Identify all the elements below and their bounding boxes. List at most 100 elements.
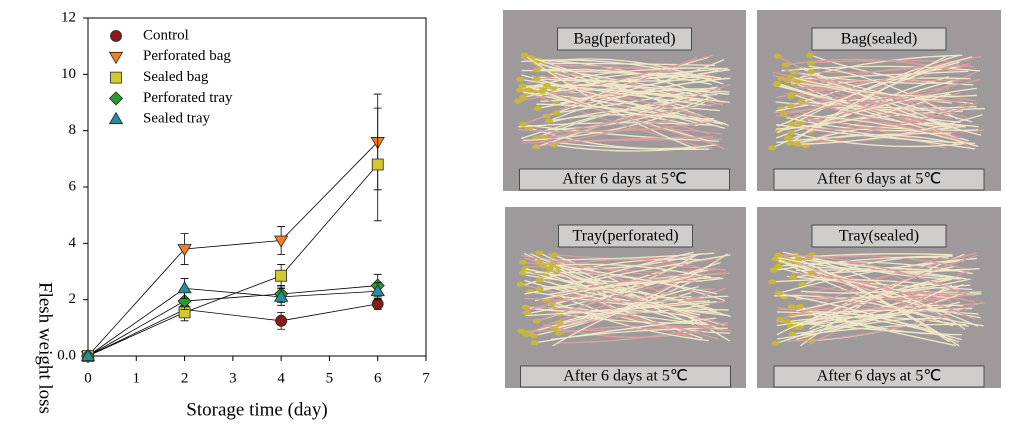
sprout-head	[806, 69, 815, 75]
caption-box	[773, 365, 985, 388]
sprout-head	[787, 304, 796, 310]
sprout	[798, 258, 960, 347]
sprout	[787, 54, 963, 82]
y-tick-label: 10	[61, 66, 76, 82]
sprout	[808, 256, 962, 280]
sprout-head	[786, 140, 795, 146]
series-line	[87, 285, 378, 357]
sprout-head	[516, 281, 525, 287]
sprout-head	[522, 331, 531, 337]
sprout-head	[518, 83, 527, 89]
sprout-head	[793, 141, 802, 147]
sprout-head	[542, 82, 551, 88]
series-line	[87, 287, 378, 357]
sprout-head	[552, 101, 561, 107]
sprout-head	[539, 263, 548, 269]
series-line	[87, 164, 379, 357]
sprout	[534, 317, 717, 344]
sprout	[802, 114, 979, 148]
sprout	[799, 87, 950, 125]
sprout	[804, 254, 950, 312]
data-point	[273, 289, 289, 302]
sprout	[786, 92, 960, 139]
sprout	[775, 92, 950, 130]
sprout	[543, 263, 712, 279]
sprout-head	[516, 76, 525, 82]
sprout-head	[545, 118, 554, 124]
x-tick-label: 5	[326, 370, 334, 386]
sprout	[536, 78, 700, 83]
sprout	[525, 268, 700, 342]
sprout	[778, 254, 968, 296]
sprout	[771, 278, 958, 289]
x-tick-label: 7	[422, 370, 430, 386]
sprout-head	[769, 267, 778, 273]
sprout-head	[771, 340, 780, 346]
sprout-head	[514, 98, 523, 104]
sprout	[790, 76, 978, 98]
sprout	[542, 67, 728, 93]
sprout	[800, 278, 971, 294]
sprout	[797, 114, 983, 145]
sprout-head	[788, 91, 797, 97]
sprout-head	[782, 319, 791, 325]
data-point	[275, 314, 288, 327]
legend-marker	[110, 30, 122, 42]
data-point	[370, 283, 385, 297]
sprout	[776, 283, 964, 327]
sprout	[548, 96, 712, 130]
sprout-head	[773, 53, 782, 59]
sprout	[776, 278, 952, 336]
sprout	[777, 54, 960, 134]
photo-label: Tray(perforated)	[572, 228, 678, 245]
sprout	[521, 254, 692, 302]
sprout-head	[555, 320, 564, 326]
photo-label: Tray(sealed)	[839, 228, 919, 245]
photo: Tray(sealed) After 6 days at 5℃	[757, 207, 1001, 388]
sprout-head	[554, 330, 563, 336]
sprout-head	[773, 80, 782, 86]
sprout-head	[539, 87, 548, 93]
sprout	[530, 305, 719, 340]
sprout-head	[532, 67, 541, 73]
sprout	[809, 54, 974, 86]
sprout-head	[774, 290, 783, 296]
sprout-head	[781, 62, 790, 68]
sprout-head	[519, 259, 528, 265]
sprout	[775, 87, 978, 139]
sprout-head	[776, 316, 785, 322]
legend-label: Perforated tray	[143, 90, 233, 106]
label-box	[557, 27, 692, 51]
sprout-head	[789, 274, 798, 280]
photo-caption: After 6 days at 5℃	[563, 368, 688, 385]
series-line	[87, 141, 378, 357]
sprout-head	[795, 304, 804, 310]
sprout-head	[797, 99, 806, 105]
sprout-head	[545, 265, 554, 271]
sprout	[802, 65, 975, 89]
sprout	[553, 144, 716, 152]
sprout	[782, 293, 960, 343]
sprout	[811, 272, 970, 295]
sprout	[776, 256, 968, 273]
photo: Bag(sealed) After 6 days at 5℃	[757, 10, 1001, 191]
sprout	[556, 86, 718, 114]
caption-box	[773, 168, 985, 191]
sprout	[791, 272, 976, 321]
label-box	[811, 224, 947, 248]
sprout-head	[519, 121, 528, 127]
photo: Bag(perforated) After 6 days at 5℃	[503, 10, 746, 191]
sprout	[790, 68, 971, 98]
sprout	[524, 258, 703, 286]
caption-box	[520, 365, 731, 388]
sprout	[519, 89, 713, 150]
photo-label: Bag(sealed)	[841, 31, 917, 48]
data-point	[275, 269, 288, 282]
sprout-head	[518, 94, 527, 100]
sprout	[559, 310, 695, 324]
data-point	[273, 235, 289, 248]
sprout-head	[768, 279, 777, 285]
sprout	[526, 300, 717, 317]
sprout	[529, 291, 720, 314]
sprout	[543, 257, 721, 273]
